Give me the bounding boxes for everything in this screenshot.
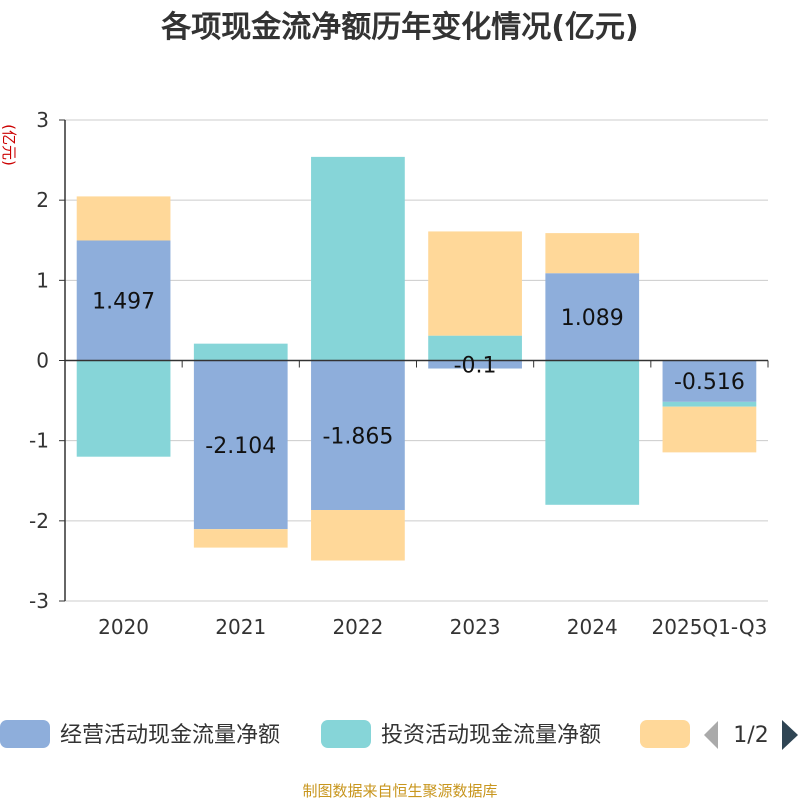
legend-next-icon[interactable] bbox=[782, 720, 798, 750]
source-note: 制图数据来自恒生聚源数据库 bbox=[302, 782, 497, 800]
bar-series-3 bbox=[662, 406, 757, 453]
bar-series-1 bbox=[76, 240, 171, 361]
legend-swatch[interactable] bbox=[321, 720, 371, 748]
y-tick-label: 0 bbox=[36, 349, 49, 373]
axes: 3 2 1 0 -1 -2 -3 2020 2021 2022 2023 2024 2025Q1-Q3 bbox=[29, 108, 769, 639]
x-tick-label: 2025Q1-Q3 bbox=[652, 615, 768, 639]
bar-series-2 bbox=[311, 156, 405, 361]
legend[interactable]: 经营活动现金流量净额 投资活动现金流量净额 1/2 bbox=[0, 720, 798, 750]
bar-series-3 bbox=[311, 510, 405, 561]
bar-series-1 bbox=[662, 360, 757, 402]
y-tick-label: 3 bbox=[36, 108, 49, 132]
bar-series-2 bbox=[76, 360, 171, 457]
y-tick-label: 1 bbox=[36, 268, 49, 292]
data-label: 1.089 bbox=[561, 306, 624, 331]
bar-series-3 bbox=[193, 529, 288, 548]
bar-series-2 bbox=[428, 335, 522, 361]
y-tick-label: -3 bbox=[29, 589, 49, 613]
legend-label[interactable]: 经营活动现金流量净额 bbox=[60, 723, 280, 748]
data-label: -0.516 bbox=[674, 370, 745, 395]
y-tick-label: -1 bbox=[29, 429, 49, 453]
legend-swatch[interactable] bbox=[640, 720, 690, 748]
x-tick-label: 2022 bbox=[332, 615, 383, 639]
legend-prev-icon[interactable] bbox=[704, 721, 718, 749]
bar-series-2 bbox=[545, 360, 640, 505]
legend-page-indicator: 1/2 bbox=[733, 723, 768, 748]
legend-swatch[interactable] bbox=[0, 720, 50, 748]
bar-series-1 bbox=[193, 360, 288, 530]
bar-series-1 bbox=[428, 360, 522, 369]
x-tick-label: 2020 bbox=[98, 615, 149, 639]
data-label: 1.497 bbox=[92, 289, 155, 314]
bar-series-3 bbox=[76, 196, 171, 241]
bar-series-2 bbox=[193, 343, 288, 361]
data-label: -1.865 bbox=[322, 424, 393, 449]
bar-series-1 bbox=[311, 360, 405, 511]
bar-series-3 bbox=[428, 231, 522, 336]
data-label: -0.1 bbox=[454, 354, 497, 379]
y-tick-label: -2 bbox=[29, 509, 49, 533]
bar-series-1 bbox=[545, 273, 640, 361]
data-labels: 1.497 -2.104 -1.865 -0.1 1.089 -0.516 bbox=[92, 289, 745, 458]
y-tick-label: 2 bbox=[36, 188, 49, 212]
data-label: -2.104 bbox=[205, 434, 276, 459]
x-tick-label: 2021 bbox=[215, 615, 266, 639]
x-tick-label: 2024 bbox=[567, 615, 618, 639]
bar-series-2 bbox=[662, 401, 757, 407]
x-tick-label: 2023 bbox=[450, 615, 501, 639]
chart-title: 各项现金流净额历年变化情况(亿元) bbox=[160, 10, 638, 45]
bar-series-3 bbox=[545, 233, 640, 274]
legend-label[interactable]: 投资活动现金流量净额 bbox=[381, 723, 601, 748]
y-axis-label: (亿元) bbox=[0, 124, 18, 166]
bars bbox=[76, 156, 757, 561]
